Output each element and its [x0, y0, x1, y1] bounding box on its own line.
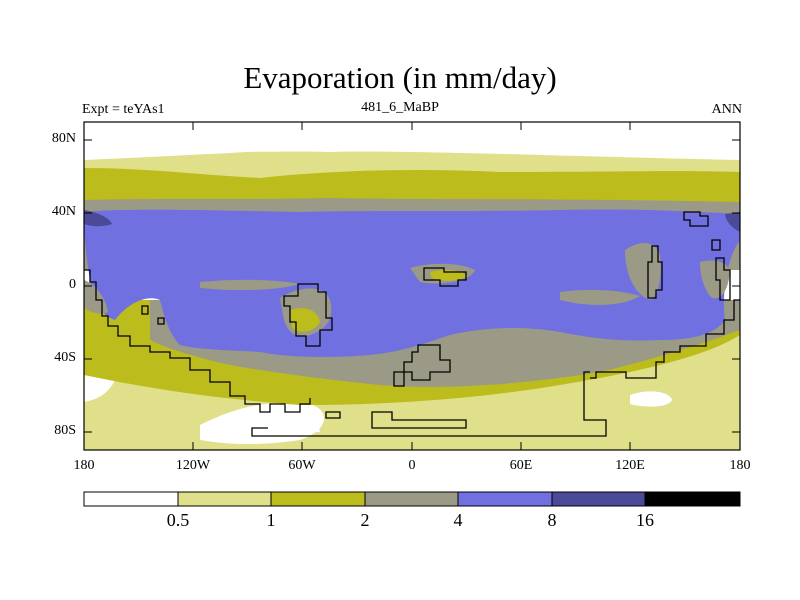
plot-subtitle: 481_6_MaBP	[361, 100, 439, 115]
lon-label: 180	[729, 458, 751, 473]
lat-label: 40S	[54, 350, 76, 365]
colorbar-swatch	[364, 491, 459, 507]
colorbar-label: 1	[266, 510, 276, 530]
colorbar-swatch	[270, 491, 366, 507]
lat-label: 0	[69, 277, 76, 292]
colorbar-swatch	[83, 491, 179, 507]
lon-label: 60E	[509, 458, 533, 473]
map-field	[84, 122, 740, 450]
colorbar-label: 2	[360, 510, 370, 530]
band-blue-tropics	[84, 209, 740, 357]
colorbar-label: 16	[636, 510, 654, 530]
axis-ticks	[83, 122, 741, 450]
experiment-label: Expt = teYAs1	[82, 102, 165, 117]
lat-label: 40N	[51, 204, 76, 219]
colorbar-label: 8	[547, 510, 557, 530]
colorbar-swatch	[457, 491, 553, 507]
lat-label: 80S	[54, 423, 76, 438]
plot-title: Evaporation (in mm/day)	[243, 60, 557, 95]
colorbar-swatch	[644, 491, 741, 507]
lat-label: 80N	[51, 131, 76, 146]
lon-label: 120W	[175, 458, 211, 473]
lon-label: 60W	[288, 458, 316, 473]
colorbar	[83, 491, 741, 507]
coastlines	[84, 211, 740, 437]
lon-label: 120E	[615, 458, 645, 473]
colorbar-swatch	[551, 491, 646, 507]
lon-label: 0	[408, 458, 416, 473]
lon-label: 180	[73, 458, 95, 473]
colorbar-label: 0.5	[166, 510, 190, 530]
colorbar-label: 4	[453, 510, 463, 530]
colorbar-swatch	[177, 491, 272, 507]
season-label: ANN	[711, 102, 742, 117]
